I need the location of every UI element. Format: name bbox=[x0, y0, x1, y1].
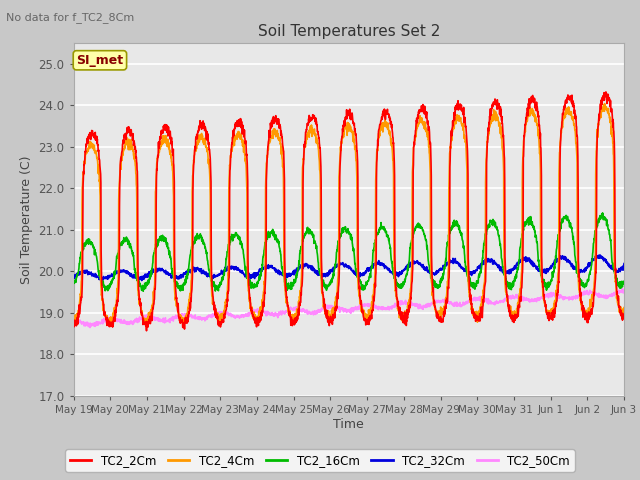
Title: Soil Temperatures Set 2: Soil Temperatures Set 2 bbox=[258, 24, 440, 39]
Text: SI_met: SI_met bbox=[76, 54, 124, 67]
Legend: TC2_2Cm, TC2_4Cm, TC2_16Cm, TC2_32Cm, TC2_50Cm: TC2_2Cm, TC2_4Cm, TC2_16Cm, TC2_32Cm, TC… bbox=[65, 449, 575, 472]
Text: No data for f_TC2_8Cm: No data for f_TC2_8Cm bbox=[6, 12, 134, 23]
Y-axis label: Soil Temperature (C): Soil Temperature (C) bbox=[20, 156, 33, 284]
X-axis label: Time: Time bbox=[333, 418, 364, 431]
